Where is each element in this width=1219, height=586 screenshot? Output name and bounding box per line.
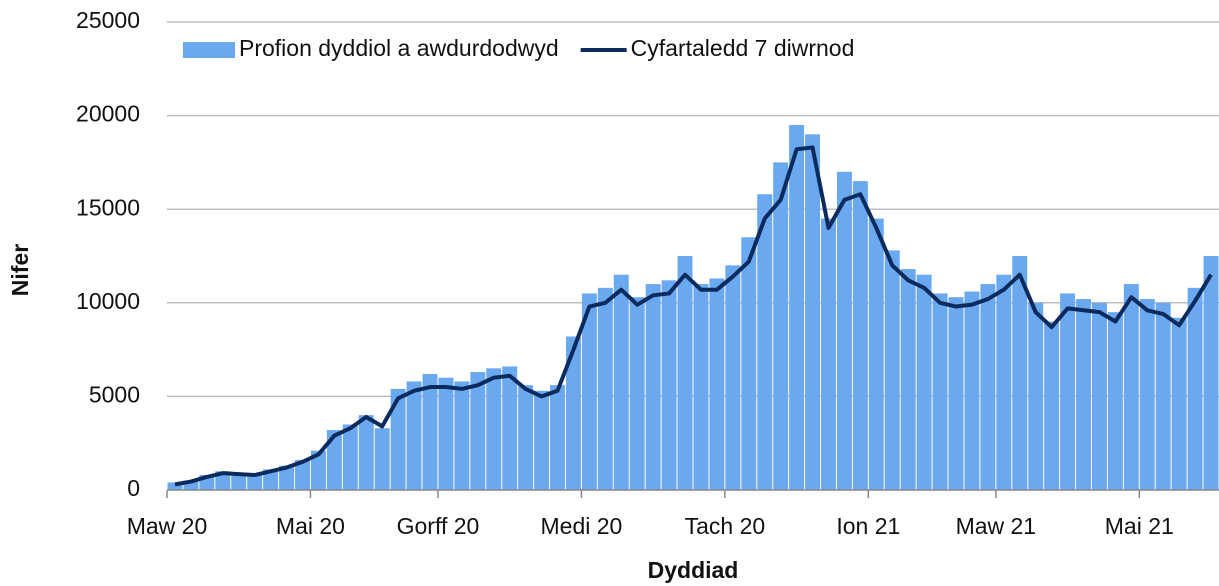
bar bbox=[1091, 302, 1107, 490]
y-tick-label: 20000 bbox=[76, 101, 140, 127]
bar bbox=[565, 336, 581, 490]
bar bbox=[1076, 299, 1091, 490]
bar bbox=[1107, 312, 1123, 490]
bar bbox=[406, 381, 422, 490]
bar bbox=[1028, 302, 1044, 490]
bar bbox=[916, 274, 932, 490]
bar bbox=[1060, 293, 1076, 490]
bar bbox=[183, 480, 199, 490]
bar bbox=[629, 297, 645, 490]
bar bbox=[454, 381, 470, 490]
x-tick-label: Maw 21 bbox=[956, 513, 1037, 539]
bar bbox=[741, 237, 757, 490]
y-tick-label: 15000 bbox=[76, 194, 140, 220]
bar bbox=[486, 368, 502, 490]
bar bbox=[980, 284, 996, 490]
bar bbox=[932, 293, 948, 490]
x-tick-label: Gorff 20 bbox=[397, 513, 480, 539]
bar bbox=[390, 388, 406, 490]
bar bbox=[518, 385, 534, 490]
bar bbox=[310, 450, 326, 490]
x-axis-label: Dyddiad bbox=[648, 557, 739, 583]
bar bbox=[358, 415, 374, 490]
bar bbox=[884, 250, 900, 490]
bar bbox=[868, 218, 884, 490]
bar bbox=[581, 293, 597, 490]
bar bbox=[167, 482, 183, 490]
bar bbox=[996, 274, 1012, 490]
x-tick-label: Maw 20 bbox=[127, 513, 208, 539]
bar bbox=[821, 218, 836, 490]
bar bbox=[645, 284, 661, 490]
bar bbox=[964, 291, 980, 490]
bar bbox=[1187, 287, 1203, 490]
legend-swatch bbox=[183, 42, 235, 58]
bar bbox=[550, 385, 565, 490]
bar bbox=[374, 428, 390, 490]
bar bbox=[900, 269, 916, 490]
x-tick-label: Tach 20 bbox=[685, 513, 766, 539]
bar bbox=[502, 366, 518, 490]
bar bbox=[342, 424, 358, 490]
y-tick-label: 10000 bbox=[76, 288, 140, 314]
bar bbox=[725, 265, 741, 490]
x-tick-label: Medi 20 bbox=[541, 513, 623, 539]
bar bbox=[948, 297, 964, 490]
x-tick-label: Mai 21 bbox=[1105, 513, 1174, 539]
bar bbox=[263, 469, 279, 490]
bar bbox=[661, 280, 677, 490]
y-axis-label: Nifer bbox=[7, 244, 33, 296]
bar bbox=[789, 124, 805, 491]
bar bbox=[279, 465, 295, 490]
y-tick-label: 25000 bbox=[76, 7, 140, 33]
y-tick-label: 0 bbox=[127, 475, 140, 501]
bar bbox=[295, 460, 310, 490]
bar bbox=[836, 171, 852, 490]
bar bbox=[677, 256, 693, 490]
bar bbox=[247, 473, 263, 490]
bar bbox=[852, 181, 868, 490]
bar bbox=[1044, 321, 1060, 490]
bar bbox=[1123, 284, 1139, 490]
bar bbox=[422, 373, 438, 490]
x-tick-label: Mai 20 bbox=[276, 513, 345, 539]
bar bbox=[613, 274, 629, 490]
bar bbox=[438, 377, 454, 490]
bar bbox=[757, 194, 773, 490]
bar bbox=[805, 134, 821, 490]
bar bbox=[1155, 302, 1171, 490]
bar bbox=[326, 430, 342, 490]
bar bbox=[773, 162, 789, 490]
bar bbox=[1012, 256, 1028, 490]
bar bbox=[709, 278, 725, 490]
bar bbox=[231, 473, 247, 490]
bar bbox=[1203, 256, 1219, 490]
y-tick-label: 5000 bbox=[89, 381, 140, 407]
x-tick-label: Ion 21 bbox=[836, 513, 900, 539]
bar bbox=[1139, 299, 1155, 490]
bar bbox=[534, 390, 550, 490]
line bbox=[174, 145, 1213, 487]
bar bbox=[470, 372, 486, 490]
legend-label: Profion dyddiol a awdurdodwyd bbox=[239, 35, 559, 61]
bar bbox=[597, 287, 613, 490]
bar bbox=[1171, 317, 1187, 490]
bar bbox=[693, 284, 709, 490]
legend-label: Cyfartaledd 7 diwrnod bbox=[631, 35, 855, 61]
